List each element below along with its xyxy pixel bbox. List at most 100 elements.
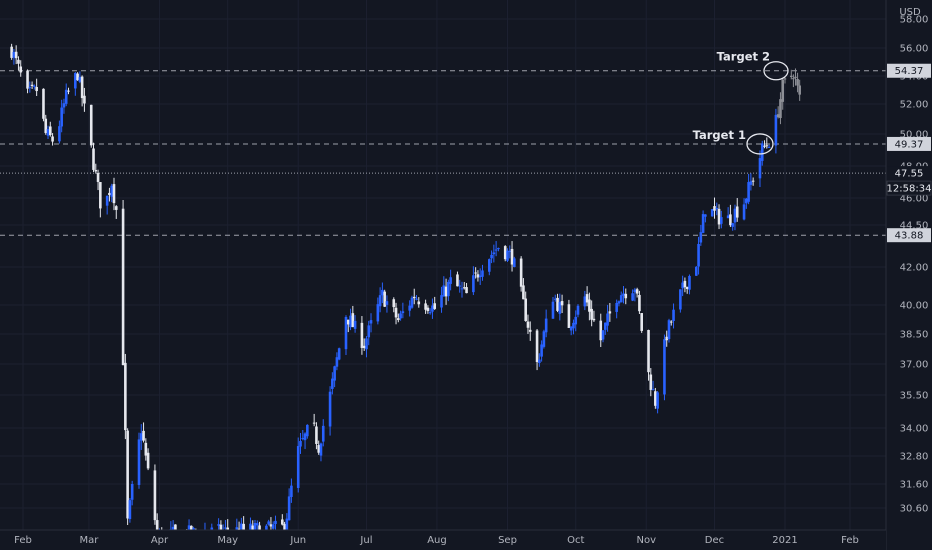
candle-body — [615, 302, 618, 312]
time-axis-tick: Dec — [705, 535, 724, 546]
time-axis-tick: Nov — [636, 535, 656, 546]
candle-body — [14, 51, 18, 59]
candle-body — [685, 286, 689, 289]
candle-body — [558, 302, 562, 314]
candle-body — [519, 258, 523, 287]
candle-body — [242, 523, 245, 530]
candle-body — [449, 277, 452, 284]
candle-body — [576, 305, 580, 315]
candle-body — [619, 295, 623, 303]
candle-body — [560, 301, 564, 306]
candle-body — [290, 485, 293, 497]
candle-body — [538, 359, 541, 363]
candle-body — [710, 209, 714, 217]
price-axis-tick: 46.00 — [900, 194, 929, 205]
candle-body — [508, 250, 512, 252]
countdown-box — [886, 180, 932, 196]
candle-body — [19, 66, 23, 73]
candle-body — [428, 312, 432, 314]
candle-body — [749, 181, 753, 185]
candle-body — [526, 321, 530, 328]
candle-body — [267, 521, 270, 525]
time-axis-tick: Jul — [359, 535, 372, 546]
candle-body — [794, 76, 797, 78]
candle-body — [617, 301, 621, 304]
candle-body — [487, 259, 491, 272]
candle-body — [67, 90, 70, 92]
candle-body — [299, 441, 302, 447]
candle-body — [321, 425, 325, 442]
candle-body — [224, 527, 227, 529]
candle-body — [590, 308, 593, 320]
candle-body — [747, 182, 750, 202]
candle-body — [798, 85, 801, 95]
candle-body — [478, 275, 482, 278]
candle-body — [535, 330, 539, 363]
time-axis-tick: Aug — [427, 535, 447, 546]
candle-body — [46, 129, 50, 136]
candle-body — [94, 169, 98, 172]
time-axis-panel[interactable] — [0, 530, 886, 550]
candle-body — [76, 73, 79, 81]
candle-body — [481, 270, 484, 277]
candle-body — [74, 73, 77, 89]
candle-body — [447, 281, 450, 297]
candle-body — [588, 299, 591, 312]
candle-body — [114, 206, 118, 210]
candle-body — [638, 294, 641, 312]
grid — [0, 0, 886, 530]
candle-body — [624, 293, 628, 299]
candle-body — [60, 107, 63, 127]
candle-body — [424, 303, 427, 310]
price-axis-panel[interactable] — [886, 0, 932, 550]
candle-body — [694, 266, 698, 276]
time-axis-tick: Oct — [567, 535, 584, 546]
candle-body — [105, 195, 109, 206]
last-price-tag-box — [887, 166, 931, 181]
candle-body — [110, 185, 114, 197]
candle-body — [344, 316, 348, 350]
candle-body — [553, 298, 557, 300]
candle-body — [383, 291, 386, 307]
candle-body — [360, 322, 364, 348]
candle-body — [551, 301, 555, 319]
candle-body — [456, 274, 459, 287]
candle-body — [17, 59, 20, 64]
candle-body — [776, 114, 780, 118]
candle-body — [89, 104, 93, 146]
candle-body — [633, 289, 637, 293]
candle-body — [426, 307, 430, 312]
candle-body — [672, 309, 675, 322]
time-axis[interactable]: Feb Mar Apr May Jun Jul Aug Sep Oct Nov Dec 2021 Feb — [14, 535, 859, 546]
candle-body — [701, 214, 705, 233]
candle-body — [635, 289, 639, 294]
candle-body — [751, 180, 755, 182]
candle-body — [599, 320, 603, 341]
candle-body — [733, 208, 737, 223]
candle-body — [155, 520, 159, 535]
candle-body — [492, 252, 496, 255]
candle-body — [319, 443, 323, 456]
candle-body — [144, 442, 148, 456]
candle-body — [62, 103, 66, 108]
candle-body — [235, 527, 239, 532]
candle-body — [745, 198, 748, 204]
candle-body — [296, 446, 300, 488]
candle-body — [569, 326, 573, 331]
candle-body — [306, 424, 309, 437]
candle-body — [410, 297, 414, 308]
candle-body — [524, 298, 527, 322]
last-price-tag-text: 47.55 — [895, 169, 924, 180]
candle-body — [444, 286, 448, 297]
candle-body — [285, 518, 289, 537]
target-1-circle — [746, 133, 774, 155]
candle-body — [58, 126, 61, 142]
candle-body — [219, 524, 223, 535]
level-tag-box — [887, 228, 931, 243]
price-axis-tick: 44.50 — [900, 221, 929, 232]
candle-body — [415, 298, 418, 300]
candle-body — [378, 295, 382, 307]
target-annotations: Target 1 Target 2 — [693, 50, 789, 155]
